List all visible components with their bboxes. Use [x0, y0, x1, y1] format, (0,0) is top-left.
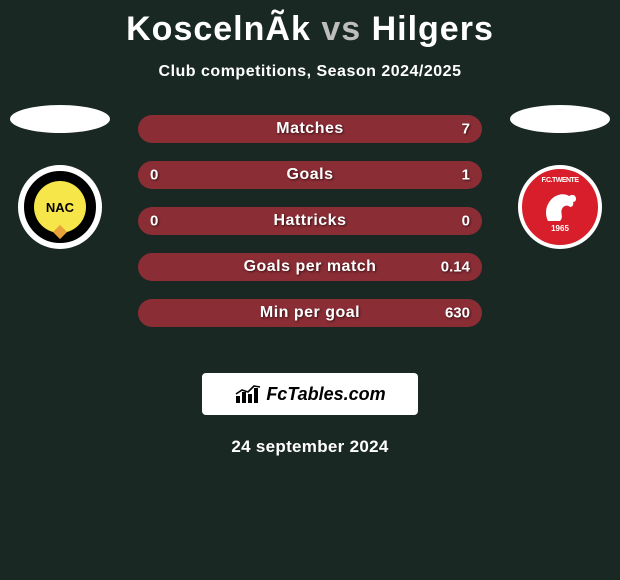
- stat-value-right: 0.14: [441, 259, 470, 276]
- stat-value-right: 630: [445, 305, 470, 322]
- stat-row: 0 Goals 1: [138, 161, 482, 189]
- stat-label: Goals per match: [244, 258, 377, 276]
- stat-label: Min per goal: [260, 304, 360, 322]
- stat-value-right: 7: [462, 121, 470, 138]
- stats-list: Matches 7 0 Goals 1 0 Hattricks 0 Goals …: [138, 115, 482, 327]
- nac-badge-inner: NAC: [34, 181, 86, 233]
- stat-value-left: 0: [150, 167, 158, 184]
- left-club-badge: NAC: [18, 165, 102, 249]
- subtitle: Club competitions, Season 2024/2025: [0, 63, 620, 81]
- brand-box[interactable]: FcTables.com: [202, 373, 418, 415]
- right-club-badge: F.C.TWENTE 1965: [518, 165, 602, 249]
- stat-row: Goals per match 0.14: [138, 253, 482, 281]
- stat-row: Min per goal 630: [138, 299, 482, 327]
- right-ellipse: [510, 105, 610, 133]
- left-ellipse: [10, 105, 110, 133]
- stat-row: 0 Hattricks 0: [138, 207, 482, 235]
- stat-label: Matches: [276, 120, 344, 138]
- right-club-column: F.C.TWENTE 1965: [510, 105, 610, 249]
- comparison-title: KoscelnÃ­k vs Hilgers: [0, 0, 620, 49]
- stat-label: Goals: [287, 166, 334, 184]
- stat-value-right: 1: [462, 167, 470, 184]
- player2-name: Hilgers: [372, 10, 494, 48]
- stat-value-left: 0: [150, 213, 158, 230]
- date: 24 september 2024: [0, 437, 620, 457]
- player1-name: KoscelnÃ­k: [126, 10, 311, 48]
- twente-year: 1965: [551, 224, 569, 233]
- left-club-column: NAC: [10, 105, 110, 249]
- stat-row: Matches 7: [138, 115, 482, 143]
- stat-value-right: 0: [462, 213, 470, 230]
- stat-label: Hattricks: [274, 212, 347, 230]
- content-area: NAC F.C.TWENTE 1965 Matches 7: [0, 115, 620, 355]
- bar-chart-icon: [234, 384, 262, 404]
- vs-text: vs: [321, 10, 361, 48]
- brand-text: FcTables.com: [266, 384, 385, 405]
